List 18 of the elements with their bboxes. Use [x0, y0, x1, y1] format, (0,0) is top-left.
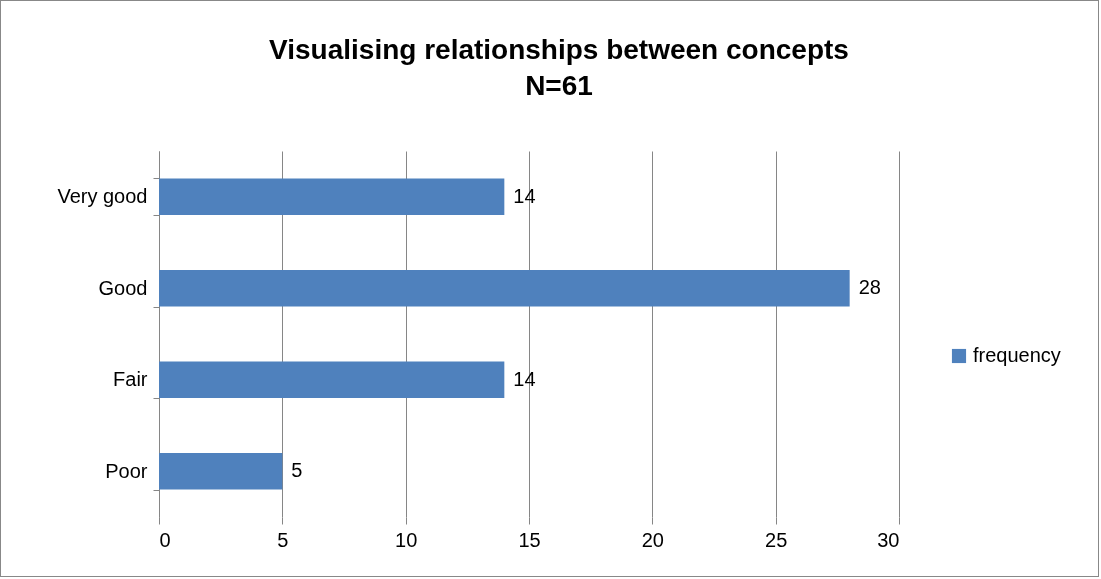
y-tick-label: Poor: [105, 459, 148, 482]
legend-label: frequency: [973, 344, 1061, 366]
x-tick-label: 5: [277, 528, 289, 551]
chart-subtitle: N=61: [525, 70, 593, 101]
chart-title: Visualising relationships between concepts: [269, 34, 849, 65]
x-tick-label: 0: [159, 528, 171, 551]
data-label: 28: [858, 276, 881, 299]
x-tick-label: 10: [395, 528, 418, 551]
data-label: 14: [513, 184, 536, 207]
x-tick-label: 20: [641, 528, 664, 551]
y-tick-label: Very good: [57, 185, 148, 208]
x-tick-label: 15: [518, 528, 541, 551]
data-label: 5: [291, 459, 303, 482]
x-tick-label: 25: [765, 528, 788, 551]
y-tick-label: Fair: [113, 368, 148, 391]
data-label: 14: [513, 367, 536, 390]
x-tick-label: 30: [877, 528, 900, 551]
y-tick-label: Good: [98, 276, 148, 299]
